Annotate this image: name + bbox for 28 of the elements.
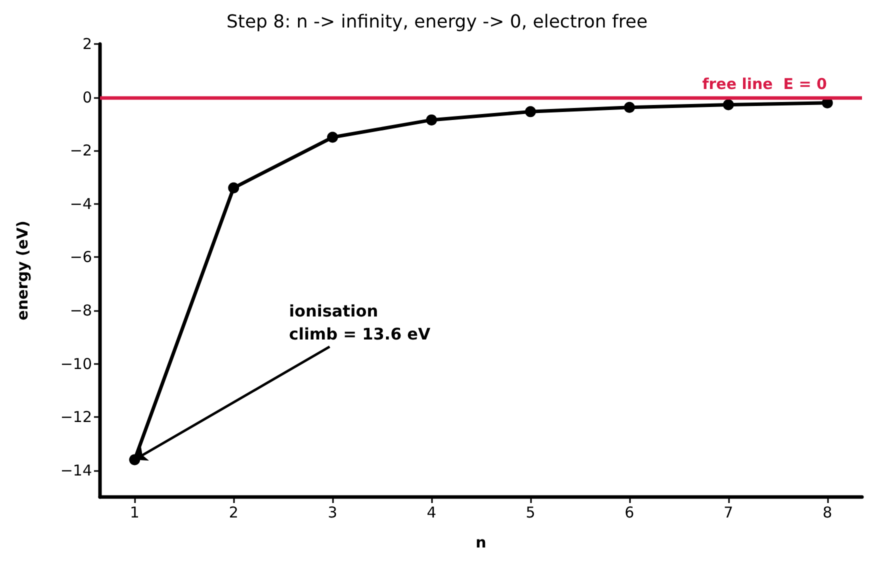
y-tick-label: −12	[60, 408, 92, 426]
x-tick-label: 2	[228, 504, 238, 522]
x-tick-label: 3	[328, 504, 338, 522]
point	[624, 102, 635, 113]
x-axis-title: n	[476, 534, 486, 552]
y-tick-label: −4	[70, 194, 92, 213]
x-tick-label: 8	[822, 504, 832, 522]
point	[722, 99, 734, 110]
point	[524, 106, 536, 118]
x-tick-label: 6	[624, 504, 634, 522]
point	[426, 114, 438, 126]
x-tick-label: 1	[130, 504, 140, 522]
chart-title: Step 8: n -> infinity, energy -> 0, electron free	[226, 12, 648, 32]
x-tick-label: 4	[426, 504, 436, 522]
x-tick-label: 5	[526, 504, 536, 522]
point	[228, 182, 240, 194]
y-tick-label: 2	[82, 35, 92, 53]
ref-line-label: free line E = 0	[702, 74, 827, 93]
y-tick-label: −8	[70, 301, 92, 320]
y-tick-label: −2	[70, 142, 92, 160]
point	[327, 132, 338, 143]
y-axis-title: energy (eV)	[14, 220, 32, 320]
x-tick-label: 7	[724, 504, 734, 522]
y-tick-label: −10	[60, 354, 92, 373]
y-tick-label: −14	[60, 461, 92, 480]
annotation: ionisation climb = 13.6 eV	[288, 302, 431, 344]
y-tick-label: 0	[82, 88, 92, 106]
y-tick-label: −6	[70, 248, 92, 266]
